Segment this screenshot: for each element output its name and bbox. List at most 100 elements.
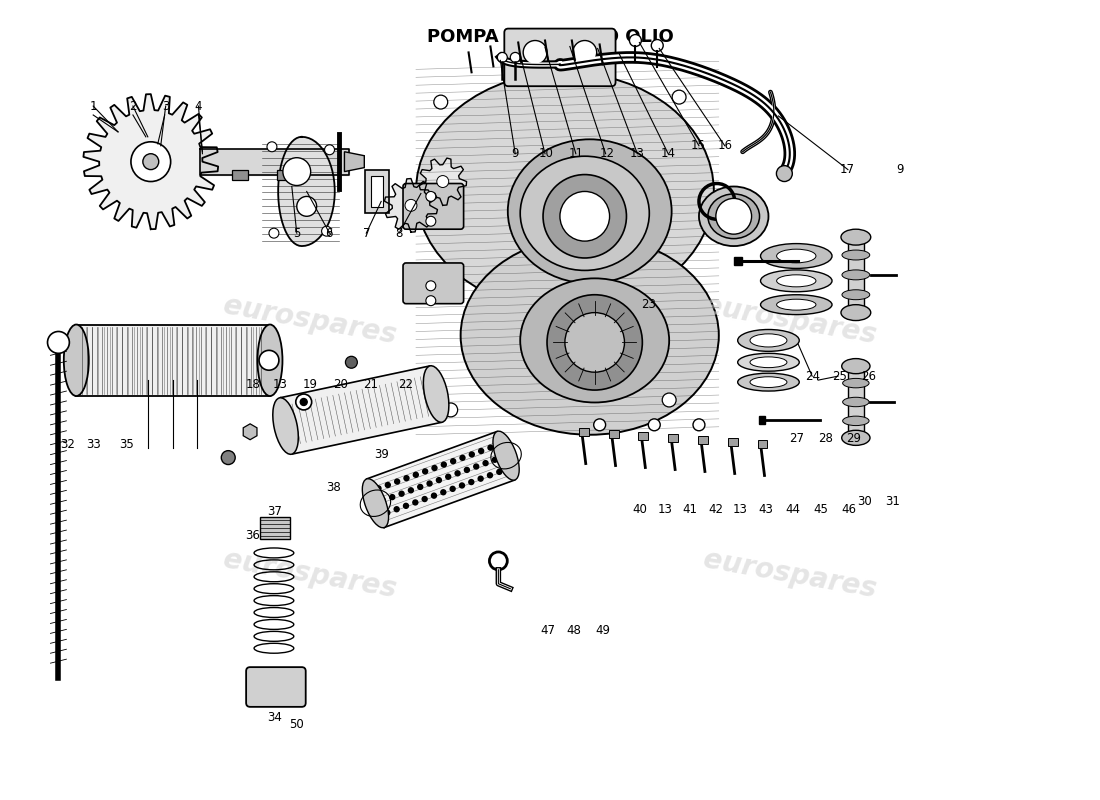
Text: 32: 32 bbox=[59, 438, 75, 451]
Text: 18: 18 bbox=[245, 378, 261, 390]
Circle shape bbox=[565, 313, 625, 372]
Bar bbox=[668, 434, 678, 442]
Circle shape bbox=[651, 39, 663, 51]
Circle shape bbox=[394, 506, 399, 512]
Ellipse shape bbox=[777, 299, 816, 310]
Circle shape bbox=[560, 191, 609, 241]
Polygon shape bbox=[419, 158, 466, 206]
Polygon shape bbox=[385, 178, 438, 232]
Text: 50: 50 bbox=[289, 718, 304, 730]
Polygon shape bbox=[366, 431, 515, 527]
Circle shape bbox=[431, 493, 437, 498]
Circle shape bbox=[426, 296, 436, 306]
Circle shape bbox=[270, 228, 279, 238]
FancyBboxPatch shape bbox=[246, 667, 306, 707]
Circle shape bbox=[497, 53, 507, 62]
Text: 41: 41 bbox=[682, 503, 697, 516]
Circle shape bbox=[426, 281, 436, 290]
Circle shape bbox=[455, 471, 460, 476]
Ellipse shape bbox=[843, 398, 869, 406]
Ellipse shape bbox=[708, 194, 759, 238]
Circle shape bbox=[408, 488, 414, 493]
Text: 13: 13 bbox=[658, 503, 672, 516]
Text: 7: 7 bbox=[363, 226, 371, 240]
Circle shape bbox=[443, 403, 458, 417]
Ellipse shape bbox=[842, 290, 870, 300]
Circle shape bbox=[478, 476, 483, 481]
Circle shape bbox=[426, 216, 436, 226]
Circle shape bbox=[693, 419, 705, 430]
Circle shape bbox=[345, 356, 358, 368]
Circle shape bbox=[487, 473, 493, 478]
Text: 2: 2 bbox=[129, 99, 136, 113]
Ellipse shape bbox=[842, 305, 871, 321]
Circle shape bbox=[441, 490, 446, 494]
Ellipse shape bbox=[777, 249, 816, 263]
Circle shape bbox=[412, 500, 418, 505]
Text: 19: 19 bbox=[302, 378, 317, 390]
Circle shape bbox=[267, 142, 277, 152]
Circle shape bbox=[777, 166, 792, 182]
Ellipse shape bbox=[362, 478, 388, 528]
Text: 3: 3 bbox=[162, 99, 169, 113]
Text: 40: 40 bbox=[632, 503, 647, 516]
Text: 31: 31 bbox=[886, 495, 901, 508]
Circle shape bbox=[543, 174, 627, 258]
Text: 12: 12 bbox=[600, 147, 614, 160]
Text: 37: 37 bbox=[267, 505, 283, 518]
Circle shape bbox=[478, 449, 484, 454]
Circle shape bbox=[432, 466, 437, 470]
Ellipse shape bbox=[843, 416, 869, 426]
Circle shape bbox=[389, 494, 395, 499]
Circle shape bbox=[297, 197, 317, 216]
Circle shape bbox=[437, 478, 441, 482]
Text: 9: 9 bbox=[512, 147, 519, 160]
Circle shape bbox=[47, 331, 69, 354]
Polygon shape bbox=[278, 137, 334, 246]
Polygon shape bbox=[344, 152, 364, 171]
Ellipse shape bbox=[493, 431, 519, 480]
Ellipse shape bbox=[416, 72, 714, 310]
Circle shape bbox=[483, 461, 488, 466]
Circle shape bbox=[321, 226, 331, 236]
Circle shape bbox=[405, 199, 417, 211]
Circle shape bbox=[470, 452, 474, 457]
Ellipse shape bbox=[738, 354, 800, 371]
Circle shape bbox=[474, 464, 478, 469]
Circle shape bbox=[497, 470, 502, 474]
Bar bbox=[260, 517, 289, 539]
Bar bbox=[232, 170, 249, 179]
Circle shape bbox=[433, 95, 448, 109]
Polygon shape bbox=[84, 94, 218, 229]
Circle shape bbox=[131, 142, 170, 182]
Text: 34: 34 bbox=[267, 711, 283, 724]
Ellipse shape bbox=[842, 430, 870, 446]
Text: 13: 13 bbox=[733, 503, 748, 516]
Circle shape bbox=[385, 510, 389, 515]
Circle shape bbox=[488, 445, 493, 450]
Circle shape bbox=[296, 394, 311, 410]
Ellipse shape bbox=[64, 325, 89, 396]
Circle shape bbox=[283, 158, 310, 186]
Circle shape bbox=[221, 450, 235, 465]
Circle shape bbox=[300, 398, 307, 406]
Circle shape bbox=[143, 154, 158, 170]
Circle shape bbox=[381, 498, 385, 503]
Bar bbox=[698, 436, 708, 444]
Text: 42: 42 bbox=[708, 503, 724, 516]
Ellipse shape bbox=[843, 378, 869, 388]
Ellipse shape bbox=[842, 229, 871, 245]
Ellipse shape bbox=[520, 278, 669, 402]
Circle shape bbox=[469, 479, 474, 485]
Text: eurospares: eurospares bbox=[702, 291, 879, 350]
Text: eurospares: eurospares bbox=[702, 546, 879, 604]
Circle shape bbox=[629, 34, 641, 46]
Ellipse shape bbox=[842, 250, 870, 260]
Text: 13: 13 bbox=[630, 147, 645, 160]
Text: 33: 33 bbox=[86, 438, 101, 451]
Text: 13: 13 bbox=[273, 378, 287, 390]
Text: 39: 39 bbox=[374, 447, 389, 461]
Ellipse shape bbox=[760, 270, 832, 292]
Text: 35: 35 bbox=[119, 438, 133, 451]
Text: 24: 24 bbox=[805, 370, 820, 382]
